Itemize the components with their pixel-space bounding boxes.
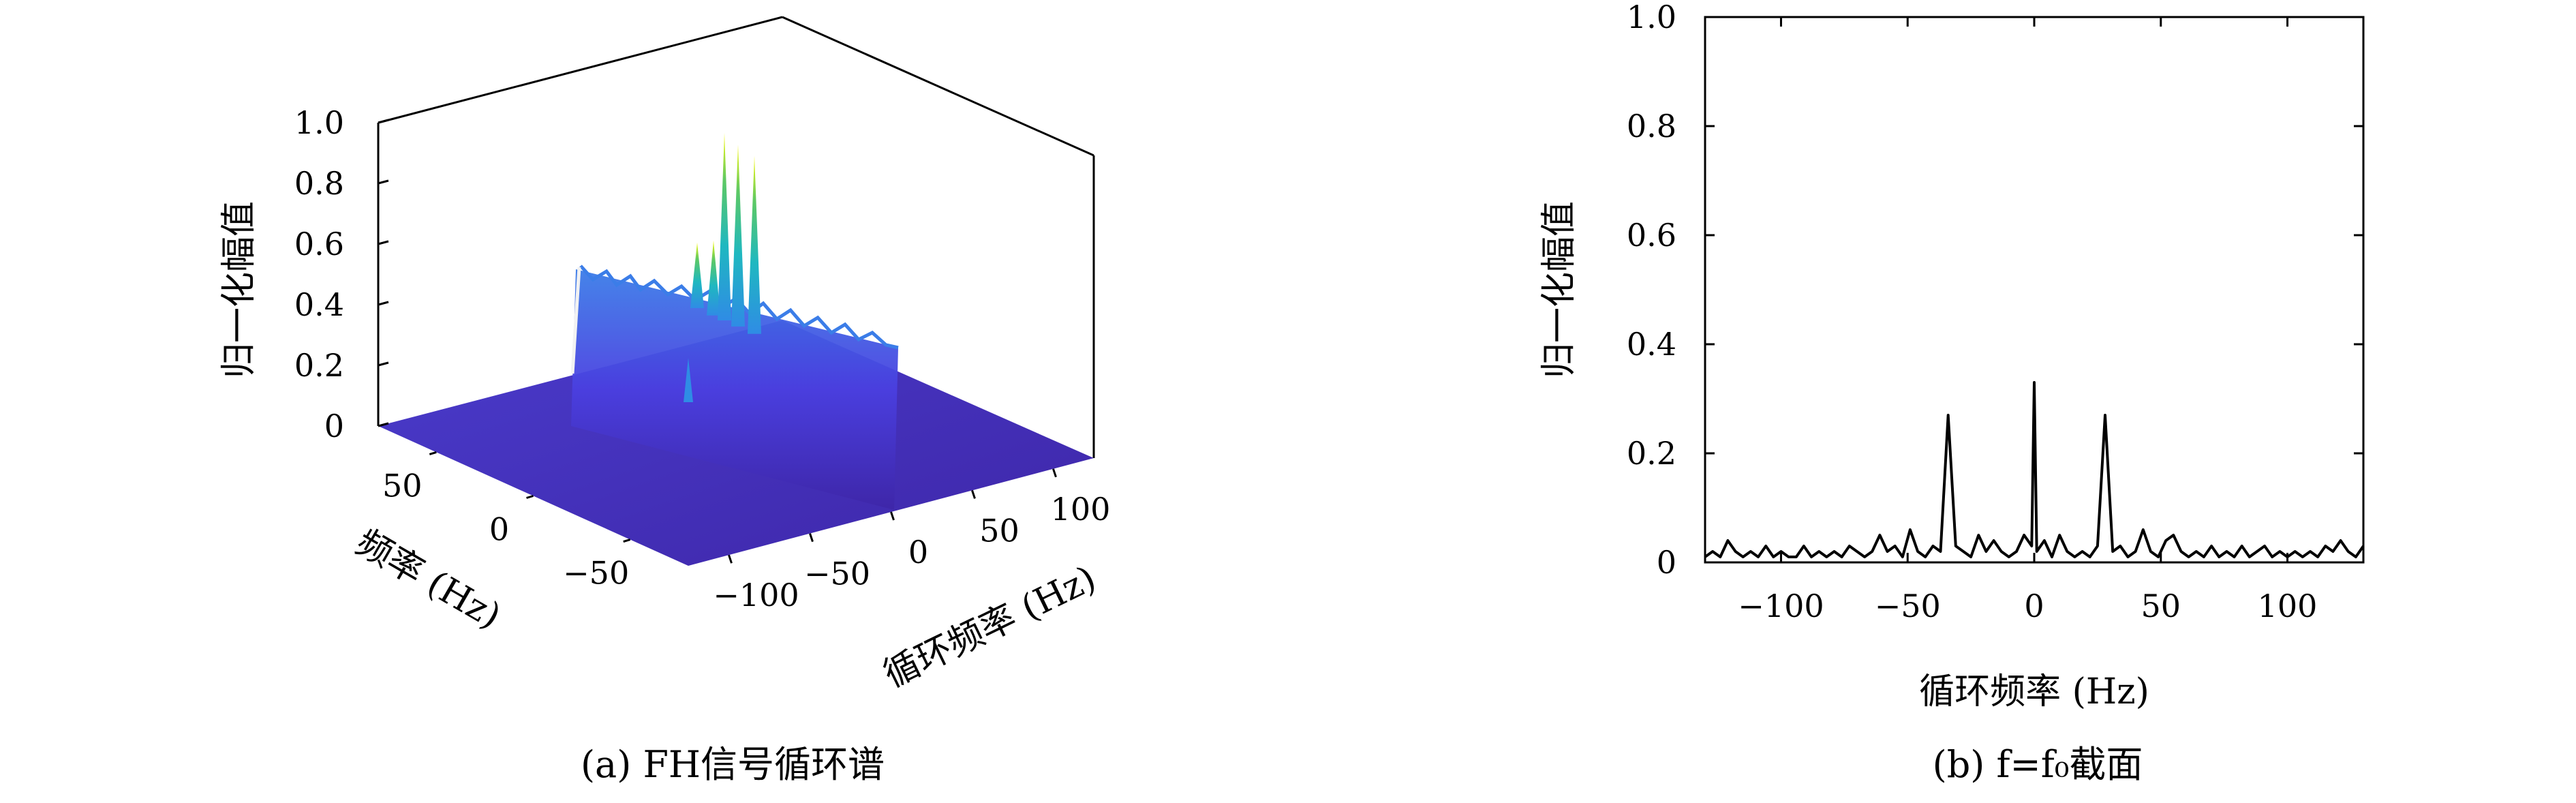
y-tick-label: 0.6 [1627,217,1676,254]
frequency-tick-mark [429,451,437,455]
x-tick-label: −100 [1738,588,1824,624]
y-tick-label: 0.2 [1627,435,1676,472]
frequency-tick-label: 50 [382,467,423,504]
caption-a: (a) FH信号循环谱 [581,743,885,786]
surface-peak [707,240,720,316]
plot-frame [1704,16,2365,564]
cyclic-tick-mark [728,554,733,564]
y-axis-label: 归一化幅值 [1539,201,1580,378]
frequency-tick-mark [526,495,534,499]
cyclic-tick-label: 100 [1051,491,1111,528]
cyclic-tick-label: 0 [908,534,928,571]
z-tick-label: 0.8 [294,165,344,202]
cyclic-tick-mark [890,511,895,521]
z-axis-ticks: 1.0 0.8 0.6 0.4 0.2 0 [294,104,389,444]
cyclic-tick-label: −100 [713,577,799,613]
surface-ridge-front [571,269,898,510]
z-tick-mark [378,240,389,245]
x-tick-label: −50 [1875,588,1941,624]
frequency-tick-label: −50 [563,555,629,592]
z-tick-mark [378,422,389,427]
frequency-tick-mark [623,539,631,543]
y-tick-label: 0.4 [1627,326,1676,363]
x-tick-label: 50 [2141,588,2181,624]
z-tick-label: 0.4 [294,286,344,323]
z-tick-label: 0 [324,408,344,444]
y-tick-label: 0 [1657,544,1676,581]
x-tick-label: 0 [2024,588,2044,624]
cyclic-tick-mark [971,489,976,499]
frequency-tick-label: 0 [489,511,509,548]
cyclic-frequency-axis-label: 循环频率 (Hz) [878,558,1103,696]
y-tick-label: 1.0 [1627,0,1676,35]
frequency-axis-label: 频率 (Hz) [349,522,508,637]
surface-box-frame [377,16,1095,458]
cyclic-tick-label: 50 [979,512,1019,549]
surface-spike [684,358,693,402]
surface-peak [718,133,731,320]
surface-peaks [690,133,761,334]
surface-peak [748,155,761,334]
cyclic-tick-mark [809,533,814,543]
frequency-axis-ticks: 50 0 −50 [382,451,631,592]
surface-ridge-left-edge [570,267,581,374]
z-tick-label: 0.6 [294,226,344,262]
z-tick-mark [378,301,389,306]
y-tick-label: 0.8 [1627,108,1676,145]
series-line [1704,381,2365,558]
surface-peak [690,242,704,308]
line-chart-ticks: −100 −50 0 50 100 0 0.2 0.4 0.6 0.8 1.0 [1627,0,2363,624]
z-tick-label: 1.0 [294,104,344,141]
line-chart: −100 −50 0 50 100 0 0.2 0.4 0.6 0.8 1.0 归一化幅值 循环频率… [1539,0,2365,786]
caption-b: (b) f=f₀截面 [1933,743,2143,786]
z-tick-mark [378,361,389,367]
z-axis-label: 归一化幅值 [219,201,260,378]
cyclic-tick-label: −50 [804,556,870,592]
z-tick-mark [378,179,389,185]
x-axis-label: 循环频率 (Hz) [1919,671,2149,712]
z-tick-mark [378,119,389,124]
cyclic-frequency-axis-ticks: −100−50 0 50 100 [713,468,1111,613]
z-tick-label: 0.2 [294,347,344,384]
surface-peak [731,145,745,327]
cyclic-tick-mark [1052,468,1057,478]
x-tick-label: 100 [2258,588,2318,624]
